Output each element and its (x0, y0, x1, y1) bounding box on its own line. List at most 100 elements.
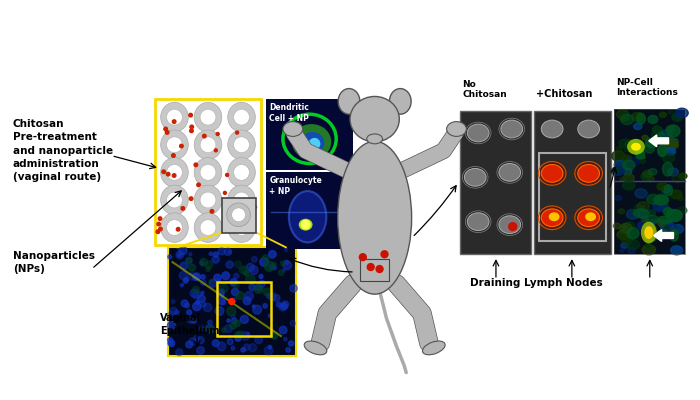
Ellipse shape (657, 220, 666, 226)
Circle shape (259, 274, 263, 278)
Circle shape (189, 272, 197, 280)
Ellipse shape (642, 245, 656, 255)
Text: No
Chitosan: No Chitosan (463, 80, 508, 100)
Ellipse shape (574, 160, 603, 186)
Ellipse shape (641, 217, 648, 222)
Circle shape (188, 317, 193, 323)
Ellipse shape (623, 174, 634, 182)
Circle shape (226, 261, 233, 268)
Ellipse shape (283, 122, 302, 136)
Circle shape (186, 258, 192, 264)
Ellipse shape (641, 156, 645, 159)
Circle shape (175, 310, 179, 314)
Circle shape (168, 340, 175, 347)
Ellipse shape (671, 224, 684, 234)
Circle shape (184, 277, 188, 282)
Circle shape (212, 256, 219, 263)
Circle shape (215, 306, 224, 315)
Circle shape (286, 348, 290, 352)
Circle shape (197, 295, 205, 302)
Bar (217, 282, 271, 336)
Ellipse shape (641, 174, 650, 182)
Ellipse shape (627, 169, 632, 172)
Circle shape (234, 273, 239, 278)
Bar (167, 247, 296, 356)
Ellipse shape (619, 139, 631, 148)
Ellipse shape (658, 145, 667, 156)
Circle shape (254, 285, 262, 293)
Ellipse shape (645, 243, 651, 247)
Ellipse shape (194, 130, 222, 160)
Ellipse shape (619, 235, 623, 238)
Ellipse shape (657, 132, 666, 142)
Circle shape (232, 318, 237, 324)
Circle shape (240, 316, 248, 323)
Ellipse shape (657, 193, 666, 200)
Circle shape (284, 248, 288, 251)
Ellipse shape (666, 210, 682, 222)
Circle shape (172, 174, 176, 177)
Circle shape (167, 311, 175, 319)
Ellipse shape (468, 124, 489, 142)
Ellipse shape (578, 120, 599, 138)
Ellipse shape (585, 212, 596, 221)
Circle shape (167, 109, 183, 125)
Circle shape (279, 304, 286, 311)
Circle shape (230, 323, 236, 329)
Ellipse shape (624, 222, 634, 230)
Circle shape (225, 174, 229, 176)
Ellipse shape (648, 168, 657, 175)
Text: NP-Cell
Interactions: NP-Cell Interactions (616, 78, 678, 98)
Ellipse shape (617, 230, 630, 240)
Ellipse shape (613, 223, 621, 229)
Ellipse shape (642, 222, 650, 228)
Circle shape (167, 321, 176, 330)
Ellipse shape (624, 168, 632, 174)
Ellipse shape (668, 110, 673, 114)
Ellipse shape (626, 210, 639, 219)
Ellipse shape (627, 157, 639, 166)
Circle shape (209, 279, 217, 287)
Ellipse shape (578, 209, 599, 227)
Text: Draining Lymph Nodes: Draining Lymph Nodes (470, 278, 602, 288)
Ellipse shape (447, 122, 466, 136)
Ellipse shape (615, 196, 622, 200)
Circle shape (193, 291, 201, 299)
Ellipse shape (618, 209, 624, 214)
Ellipse shape (652, 126, 662, 133)
Ellipse shape (657, 182, 668, 190)
Ellipse shape (627, 139, 645, 155)
Ellipse shape (662, 154, 675, 162)
Circle shape (210, 210, 214, 213)
Circle shape (222, 301, 226, 305)
Ellipse shape (665, 148, 676, 155)
Ellipse shape (367, 134, 382, 144)
Text: Dendritic
Cell + NP: Dendritic Cell + NP (269, 103, 309, 124)
Circle shape (167, 220, 183, 236)
Circle shape (193, 302, 201, 311)
Circle shape (208, 320, 212, 324)
Ellipse shape (423, 341, 445, 355)
Circle shape (248, 344, 257, 352)
Circle shape (359, 254, 366, 261)
Circle shape (172, 300, 175, 303)
Circle shape (509, 223, 517, 230)
Bar (615, 109, 685, 181)
Ellipse shape (468, 213, 489, 230)
Circle shape (169, 341, 173, 345)
Bar (534, 111, 611, 254)
Ellipse shape (654, 195, 668, 205)
Ellipse shape (679, 173, 687, 179)
Circle shape (167, 172, 170, 176)
Circle shape (252, 305, 256, 308)
Ellipse shape (161, 102, 188, 132)
Circle shape (159, 227, 162, 231)
Ellipse shape (350, 96, 399, 142)
Circle shape (256, 284, 262, 290)
Ellipse shape (678, 196, 683, 201)
Circle shape (236, 292, 244, 300)
Ellipse shape (634, 123, 642, 130)
Circle shape (164, 127, 167, 131)
Bar (539, 153, 606, 242)
Circle shape (200, 137, 216, 153)
